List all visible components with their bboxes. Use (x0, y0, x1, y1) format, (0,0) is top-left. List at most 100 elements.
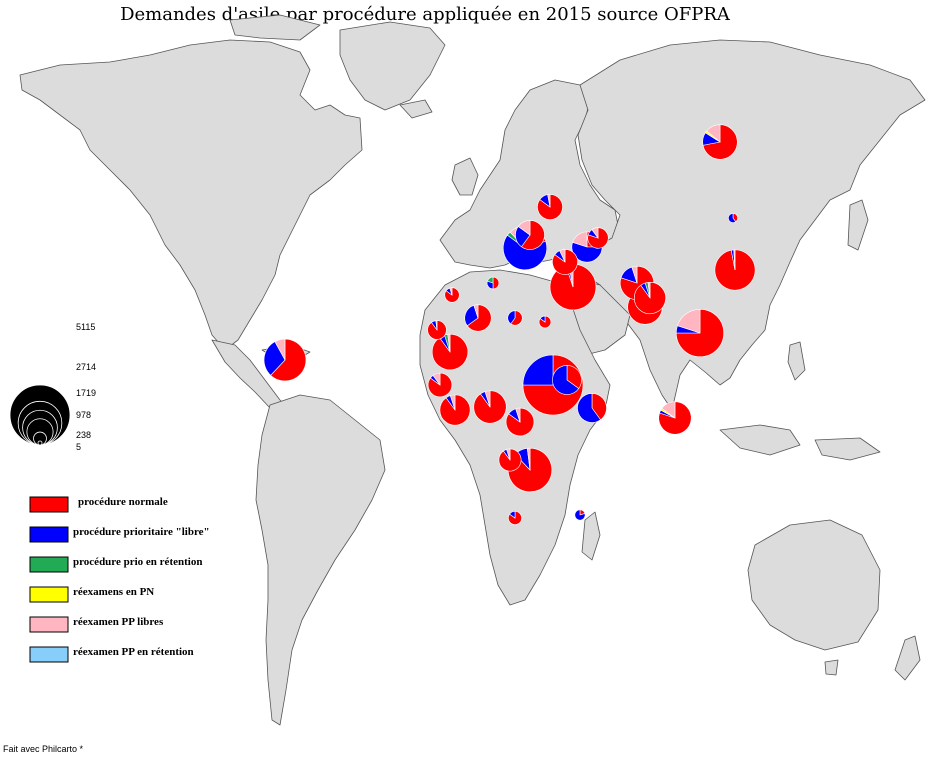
legend-swatch-2 (29, 556, 69, 573)
pie-slice-eritrea-1 (552, 365, 580, 395)
pie-egypt (538, 315, 552, 329)
pie-slice-algeria-4 (473, 304, 479, 319)
iceland (399, 99, 433, 119)
japan (847, 199, 869, 251)
scale-label-2: 1719 (76, 388, 96, 398)
pie-slice-afghanistan-4 (631, 265, 638, 284)
pie-pakistan (634, 282, 666, 314)
pie-slice-morocco-4 (449, 287, 453, 296)
pie-slice-tunisia-0 (492, 276, 500, 290)
pie-russia (702, 124, 738, 160)
pie-slice-armenia-4 (559, 249, 566, 263)
legend-label-3: réexamens en PN (73, 586, 154, 598)
scale-circle-5 (37, 440, 43, 446)
australia (747, 519, 881, 651)
pie-slice-bangladesh-0 (675, 308, 724, 357)
pie-mauritania (427, 320, 447, 340)
pie-slice-egypt-1 (539, 315, 546, 323)
pie-slice-tunisia-2 (486, 276, 494, 284)
philippines (787, 341, 806, 381)
canadian-archipelago (229, 14, 321, 41)
scale-label-3: 978 (76, 410, 91, 420)
pie-haiti (263, 338, 307, 382)
pie-slice-libya-0 (510, 310, 523, 326)
pie-slice-haiti-1 (263, 341, 286, 376)
pie-ukraine (537, 194, 563, 220)
pie-slice-ukraine-4 (547, 194, 551, 208)
pie-slice-morocco-0 (444, 287, 460, 303)
legend-swatch-3 (29, 586, 69, 603)
legend-label-2: procédure prio en rétention (73, 556, 202, 568)
pie-slice-guinea-4 (449, 394, 456, 411)
pie-senegal (427, 372, 453, 398)
pie-chart-layer (263, 124, 756, 525)
pie-slice-turkey-4 (591, 227, 599, 239)
pie-slice-libya-1 (507, 310, 516, 325)
pie-tunisia (486, 276, 500, 290)
legend-label-5: réexamen PP en rétention (73, 646, 194, 658)
scale-label-4: 238 (76, 430, 91, 440)
pie-nigeria (505, 407, 535, 437)
legend-swatch-1 (29, 526, 69, 543)
scale-label-0: 5115 (76, 322, 95, 332)
pie-slice-mali-4 (447, 333, 451, 353)
pie-slice-dr-congo-4 (526, 447, 531, 471)
pie-slice-georgia-4 (572, 231, 588, 248)
pie-slice-egypt-0 (538, 315, 552, 329)
pie-slice-senegal-4 (432, 372, 441, 386)
legend-swatch-5 (29, 646, 69, 663)
pie-slice-sri-lanka-4 (661, 401, 676, 419)
credit-text: Fait avec Philcarto * (3, 744, 84, 754)
pie-slice-kosovo-balkans-1 (502, 234, 548, 271)
scale-label-1: 2714 (76, 362, 96, 372)
pie-mali (431, 333, 469, 371)
pie-libya (507, 310, 523, 326)
pie-slice-haiti-0 (270, 338, 307, 382)
pie-guinea (439, 394, 471, 426)
pie-somalia (577, 393, 607, 423)
pie-china (714, 249, 756, 291)
pie-bangladesh (675, 308, 724, 357)
southeast-asia-islands (719, 424, 801, 456)
legend-label-1: procédure prioritaire "libre" (73, 526, 210, 538)
pie-armenia (552, 249, 578, 275)
tasmania (824, 659, 839, 676)
pie-mongolia (728, 213, 738, 223)
pie-slice-bangladesh-4 (677, 308, 701, 334)
pie-slice-somalia-0 (591, 393, 607, 421)
pie-slice-albania-0 (521, 220, 545, 250)
pie-slice-mongolia-1 (728, 213, 737, 223)
pie-slice-china-4 (733, 249, 736, 271)
pie-morocco (444, 287, 460, 303)
pie-slice-albania-4 (517, 220, 531, 236)
legend-swatch-0 (29, 496, 69, 513)
land-layer (19, 14, 926, 726)
pie-algeria (464, 304, 492, 332)
pie-slice-russia-4 (706, 124, 721, 143)
new-guinea (814, 437, 881, 461)
pie-slice-nigeria-4 (515, 407, 521, 423)
pie-slice-madagascar-1 (574, 509, 586, 521)
pie-slice-ivory-coast-4 (484, 390, 491, 408)
legend-label-4: réexamen PP libres (73, 616, 164, 628)
pie-sri-lanka (658, 401, 692, 435)
greenland (339, 21, 446, 111)
new-zealand (894, 635, 921, 681)
pie-slice-angola-1 (509, 511, 516, 519)
scale-label-5: 5 (76, 442, 81, 452)
british-isles (451, 157, 479, 196)
pie-albania (515, 220, 545, 250)
size-scale: 5115 2714 1719 978 238 5 (9, 322, 96, 452)
pie-slice-central-african-rep--4 (506, 448, 511, 461)
legend-swatch-4 (29, 616, 69, 633)
pie-eritrea (552, 365, 582, 395)
south-america (255, 394, 386, 726)
pie-central-african-rep- (498, 448, 522, 472)
pie-slice-algeria-1 (464, 305, 479, 327)
pie-slice-somalia-1 (577, 393, 601, 423)
pie-slice-algeria-0 (466, 304, 492, 332)
pie-angola (508, 511, 522, 525)
asia (574, 39, 926, 411)
legend-label-0: procédure normale (78, 496, 168, 508)
